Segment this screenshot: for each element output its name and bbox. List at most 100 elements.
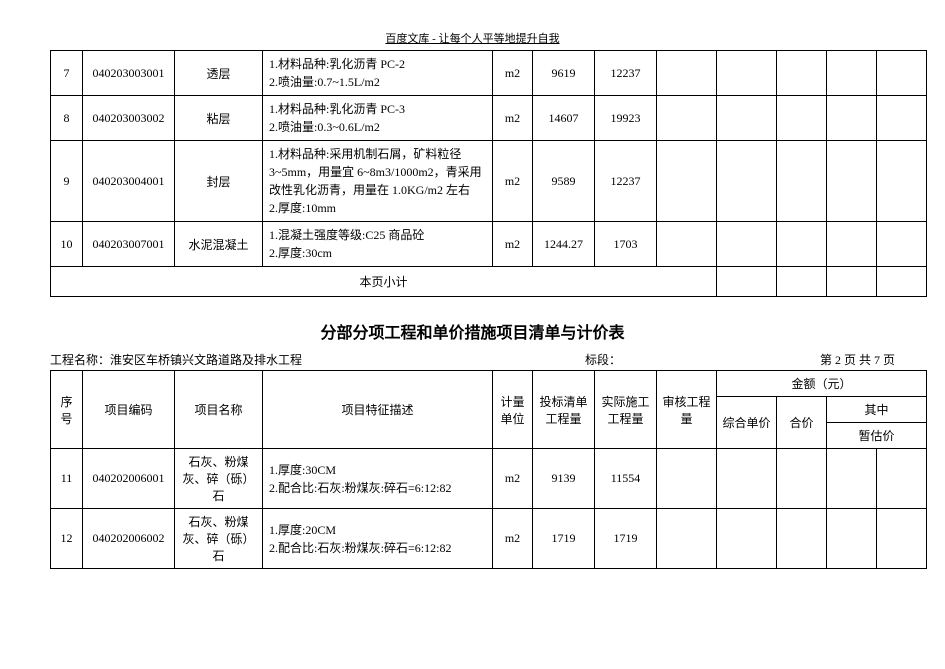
cell-price xyxy=(717,449,777,509)
cell-qty-bid: 14607 xyxy=(533,96,595,141)
cell-name: 透层 xyxy=(175,51,263,96)
cell-name: 石灰、粉煤灰、碎（砾）石 xyxy=(175,449,263,509)
cell-seq: 10 xyxy=(51,222,83,267)
hdr-qb: 投标清单工程量 xyxy=(533,371,595,449)
cell-unit: m2 xyxy=(493,141,533,222)
table-row: 11040202006001石灰、粉煤灰、碎（砾）石1.厚度:30CM2.配合比… xyxy=(51,449,927,509)
hdr-desc: 项目特征描述 xyxy=(263,371,493,449)
hdr-amount: 金额（元） xyxy=(717,371,927,397)
project-name-label: 工程名称： xyxy=(50,353,110,367)
cell-code: 040203007001 xyxy=(83,222,175,267)
cell-qty-actual: 12237 xyxy=(595,51,657,96)
page-header: 百度文库 - 让每个人平等地提升自我 xyxy=(50,30,895,46)
hdr-code: 项目编码 xyxy=(83,371,175,449)
project-name: 淮安区车桥镇兴文路道路及排水工程 xyxy=(110,353,302,367)
cell-qty-actual: 11554 xyxy=(595,449,657,509)
subtotal-row: 本页小计 xyxy=(51,267,927,297)
section-label: 标段： xyxy=(585,353,621,367)
cell-price xyxy=(717,222,777,267)
cell-total xyxy=(777,141,827,222)
cell-desc: 1.材料品种:乳化沥青 PC-22.喷油量:0.7~1.5L/m2 xyxy=(263,51,493,96)
cell-qty-bid: 1244.27 xyxy=(533,222,595,267)
cell-audit xyxy=(657,51,717,96)
cell-qty-actual: 19923 xyxy=(595,96,657,141)
cell-seq: 12 xyxy=(51,509,83,569)
cell-code: 040203004001 xyxy=(83,141,175,222)
cell-desc: 1.材料品种:采用机制石屑，矿料粒径 3~5mm，用量宜 6~8m3/1000m… xyxy=(263,141,493,222)
cell-code: 040203003002 xyxy=(83,96,175,141)
cell-audit xyxy=(657,509,717,569)
table-row: 8040203003002粘层1.材料品种:乳化沥青 PC-32.喷油量:0.3… xyxy=(51,96,927,141)
cell-total xyxy=(777,449,827,509)
boq-table-page1: 7040203003001透层1.材料品种:乳化沥青 PC-22.喷油量:0.7… xyxy=(50,50,927,297)
cell-total xyxy=(777,222,827,267)
cell-price xyxy=(717,96,777,141)
cell-audit xyxy=(657,449,717,509)
cell-desc: 1.材料品种:乳化沥青 PC-32.喷油量:0.3~0.6L/m2 xyxy=(263,96,493,141)
cell-sub2 xyxy=(877,141,927,222)
cell-unit: m2 xyxy=(493,449,533,509)
cell-desc: 1.混凝土强度等级:C25 商品砼2.厚度:30cm xyxy=(263,222,493,267)
hdr-name: 项目名称 xyxy=(175,371,263,449)
table-row: 10040203007001水泥混凝土1.混凝土强度等级:C25 商品砼2.厚度… xyxy=(51,222,927,267)
cell-seq: 11 xyxy=(51,449,83,509)
cell-name: 粘层 xyxy=(175,96,263,141)
cell-unit: m2 xyxy=(493,96,533,141)
cell-total xyxy=(777,509,827,569)
cell-sub2 xyxy=(877,96,927,141)
cell-sub1 xyxy=(827,449,877,509)
cell-qty-bid: 9139 xyxy=(533,449,595,509)
cell-qty-actual: 1703 xyxy=(595,222,657,267)
cell-code: 040203003001 xyxy=(83,51,175,96)
cell-sub2 xyxy=(877,449,927,509)
cell-name: 封层 xyxy=(175,141,263,222)
hdr-audit: 审核工程量 xyxy=(657,371,717,449)
hdr-sub: 其中 xyxy=(827,397,927,423)
boq-table-page2: 序号项目编码项目名称项目特征描述计量单位投标清单工程量实际施工工程量审核工程量金… xyxy=(50,370,927,569)
cell-sub2 xyxy=(877,509,927,569)
cell-name: 水泥混凝土 xyxy=(175,222,263,267)
cell-sub2 xyxy=(877,51,927,96)
cell-sub1 xyxy=(827,509,877,569)
cell-seq: 9 xyxy=(51,141,83,222)
cell-name: 石灰、粉煤灰、碎（砾）石 xyxy=(175,509,263,569)
hdr-seq: 序号 xyxy=(51,371,83,449)
cell-unit: m2 xyxy=(493,509,533,569)
hdr-qa: 实际施工工程量 xyxy=(595,371,657,449)
hdr-unit: 计量单位 xyxy=(493,371,533,449)
cell-code: 040202006002 xyxy=(83,509,175,569)
cell-sub1 xyxy=(827,141,877,222)
cell-qty-actual: 1719 xyxy=(595,509,657,569)
cell-sub1 xyxy=(827,96,877,141)
cell-desc: 1.厚度:30CM2.配合比:石灰:粉煤灰:碎石=6:12:82 xyxy=(263,449,493,509)
cell-audit xyxy=(657,141,717,222)
cell-seq: 8 xyxy=(51,96,83,141)
cell-audit xyxy=(657,96,717,141)
cell-qty-actual: 12237 xyxy=(595,141,657,222)
cell-desc: 1.厚度:20CM2.配合比:石灰:粉煤灰:碎石=6:12:82 xyxy=(263,509,493,569)
cell-unit: m2 xyxy=(493,222,533,267)
cell-price xyxy=(717,509,777,569)
hdr-provisional: 暂估价 xyxy=(827,423,927,449)
cell-total xyxy=(777,96,827,141)
project-info-row: 工程名称：淮安区车桥镇兴文路道路及排水工程 标段： 第 2 页 共 7 页 xyxy=(50,351,895,368)
hdr-total: 合价 xyxy=(777,397,827,449)
table-row: 7040203003001透层1.材料品种:乳化沥青 PC-22.喷油量:0.7… xyxy=(51,51,927,96)
cell-audit xyxy=(657,222,717,267)
cell-qty-bid: 9589 xyxy=(533,141,595,222)
hdr-unit-price: 综合单价 xyxy=(717,397,777,449)
cell-total xyxy=(777,51,827,96)
cell-qty-bid: 9619 xyxy=(533,51,595,96)
header-row-1: 序号项目编码项目名称项目特征描述计量单位投标清单工程量实际施工工程量审核工程量金… xyxy=(51,371,927,397)
cell-code: 040202006001 xyxy=(83,449,175,509)
cell-unit: m2 xyxy=(493,51,533,96)
subtotal-label: 本页小计 xyxy=(51,267,717,297)
cell-price xyxy=(717,51,777,96)
cell-seq: 7 xyxy=(51,51,83,96)
cell-qty-bid: 1719 xyxy=(533,509,595,569)
cell-sub1 xyxy=(827,222,877,267)
page-label: 第 2 页 共 7 页 xyxy=(820,353,895,367)
table-row: 9040203004001封层1.材料品种:采用机制石屑，矿料粒径 3~5mm，… xyxy=(51,141,927,222)
cell-sub1 xyxy=(827,51,877,96)
cell-price xyxy=(717,141,777,222)
